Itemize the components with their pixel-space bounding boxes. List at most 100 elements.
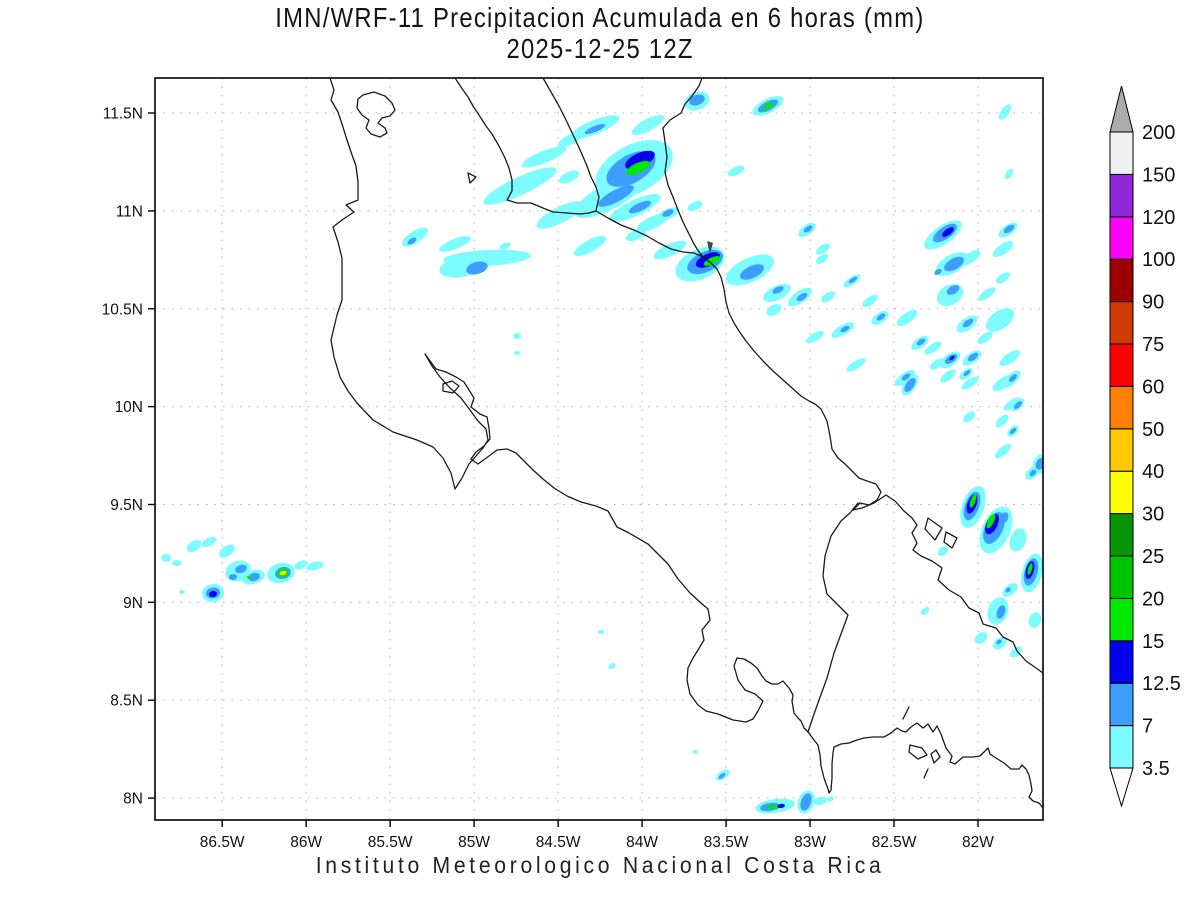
precip-cell [631, 115, 665, 135]
colorbar-label: 100 [1142, 249, 1175, 271]
colorbar-label: 150 [1142, 164, 1175, 186]
precip-cell [996, 605, 1006, 619]
y-tick-label: 10N [115, 399, 143, 416]
precip-cell [229, 574, 237, 580]
chart-title: IMN/WRF-11 Precipitacion Acumulada en 6 … [275, 2, 925, 33]
precip-cell [219, 544, 235, 558]
precip-cell [967, 352, 979, 362]
y-tick-label: 8N [123, 791, 143, 808]
precip-cell [466, 261, 488, 275]
island-outline [356, 91, 396, 138]
colorbar-segment [1109, 513, 1134, 557]
precip-cell [172, 560, 182, 566]
island-outline [924, 517, 943, 541]
colorbar-segment [1109, 301, 1134, 345]
precip-cell [766, 804, 778, 810]
precip-cell [816, 243, 830, 255]
precip-cell [920, 607, 930, 615]
precip-cell [608, 663, 616, 669]
island-outline [442, 380, 460, 394]
precip-cell [1004, 168, 1014, 180]
precip-cell [625, 228, 647, 242]
precip-cell [626, 160, 650, 176]
colorbar-label: 90 [1142, 292, 1164, 314]
precip-cell [969, 494, 977, 508]
precip-cell [978, 287, 996, 301]
colorbar-label: 12.5 [1142, 673, 1181, 695]
precip-cell [179, 590, 185, 594]
colorbar-segment [1109, 343, 1134, 387]
precip-cell [815, 254, 829, 264]
precip-cell [940, 369, 956, 383]
precip-cell [186, 539, 202, 553]
precip-cell [963, 411, 975, 423]
precip-cell [1009, 374, 1017, 382]
precip-cell [999, 512, 1009, 524]
precip-cell [514, 351, 520, 355]
precip-cell [862, 294, 878, 308]
colorbar-segment [1109, 682, 1134, 727]
precip-cell [959, 249, 981, 267]
precip-cell [209, 590, 217, 598]
precip-cell [985, 308, 1015, 332]
precip-cell [1035, 458, 1043, 470]
chart-title-row: IMN/WRF-11 Precipitacion Acumulada en 6 … [0, 2, 1200, 34]
precip-cell [662, 209, 674, 217]
colorbar-segment [1109, 725, 1134, 769]
coastline-path [807, 502, 859, 733]
precip-cell [930, 358, 944, 370]
precip-cell [974, 632, 988, 644]
x-tick-label: 83.5W [704, 834, 749, 851]
precip-cell [998, 104, 1012, 120]
precip-cell [896, 309, 918, 327]
precip-cell [963, 370, 971, 376]
precip-cell [294, 560, 308, 570]
precip-cell [1005, 587, 1011, 593]
precip-cell [942, 227, 954, 237]
precip-cell [986, 513, 996, 529]
precip-cell [944, 256, 964, 272]
precip-cell [692, 750, 698, 754]
coastline-path [506, 199, 597, 215]
precip-cell [994, 443, 1012, 459]
precip-cell [995, 414, 1009, 428]
island-outline [467, 172, 477, 184]
precip-cell [848, 276, 858, 284]
x-tick-label: 82.5W [872, 834, 917, 851]
y-tick-label: 9.5N [110, 497, 143, 514]
colorbar-label: 40 [1142, 461, 1164, 483]
colorbar-segment [1109, 385, 1134, 430]
x-tick-label: 83W [794, 834, 826, 851]
precip-cell [625, 150, 655, 170]
precip-cell [201, 536, 217, 548]
precip-cell [248, 572, 260, 582]
y-tick-label: 11.5N [103, 106, 143, 123]
precip-cell [598, 630, 604, 634]
precip-cell [279, 570, 287, 576]
precip-cell [584, 124, 606, 134]
coastline-path [542, 78, 600, 212]
precip-cell [961, 376, 979, 390]
x-tick-label: 86W [290, 834, 322, 851]
colorbar-label: 20 [1142, 588, 1164, 610]
precip-cell [996, 639, 1002, 645]
precip-cell [573, 236, 607, 256]
precip-cell [628, 200, 652, 214]
precip-cell [924, 341, 942, 355]
precip-cell [653, 240, 687, 260]
coastline-path [662, 78, 1043, 674]
precip-cell [1010, 646, 1022, 658]
precip-cell [916, 338, 926, 346]
precip-cell [999, 349, 1021, 367]
basemap [329, 78, 1043, 809]
colorbar-under-triangle [1109, 767, 1134, 808]
precip-cell [536, 201, 584, 229]
precip-cell [402, 227, 428, 247]
precip-cell [1003, 397, 1021, 411]
precip-cell [161, 554, 171, 562]
y-tick-label: 9N [123, 595, 143, 612]
precip-cell [840, 325, 850, 333]
colorbar-label: 60 [1142, 376, 1164, 398]
precip-cell [1029, 469, 1037, 477]
